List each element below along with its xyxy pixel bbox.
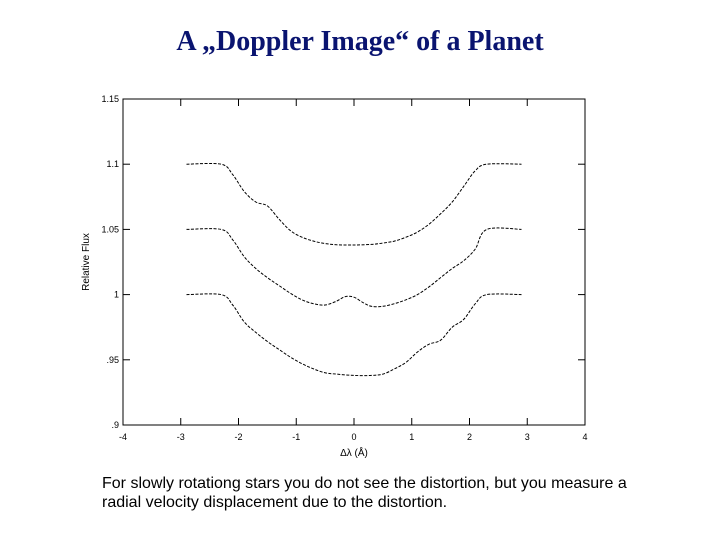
chart-axes [122, 98, 586, 426]
x-tick-label: 2 [467, 432, 472, 442]
slide-title: A „Doppler Image“ of a Planet [176, 26, 544, 57]
series-line-3 [186, 293, 522, 377]
x-tick-label: 4 [582, 432, 587, 442]
x-tick-label: 0 [351, 432, 356, 442]
x-tick-label: 3 [525, 432, 530, 442]
slide-caption: For slowly rotationg stars you do not se… [102, 475, 627, 511]
tick-labels: -4 -3 -2 -1 0 1 2 3 4 .9 .95 1 1.05 1.1 1.15 [101, 94, 587, 442]
y-tick-label: 1.05 [101, 224, 119, 234]
series-line-2 [186, 227, 522, 308]
y-axis-label: Relative Flux [81, 233, 92, 291]
x-tick-label: 1 [409, 432, 414, 442]
tick-marks [122, 98, 586, 426]
y-tick-label: .95 [106, 355, 119, 365]
y-tick-label: .9 [111, 420, 119, 430]
x-axis-label: Δλ (Å) [340, 446, 368, 459]
x-tick-label: -3 [177, 432, 185, 442]
x-tick-label: -4 [119, 432, 127, 442]
y-tick-label: 1 [114, 290, 119, 300]
y-tick-label: 1.1 [106, 159, 119, 169]
series-lines [186, 162, 522, 377]
plot-frame [122, 98, 586, 426]
series-line-1 [186, 162, 522, 246]
y-tick-label: 1.15 [101, 94, 119, 104]
x-tick-label: -2 [234, 432, 242, 442]
x-tick-label: -1 [292, 432, 300, 442]
